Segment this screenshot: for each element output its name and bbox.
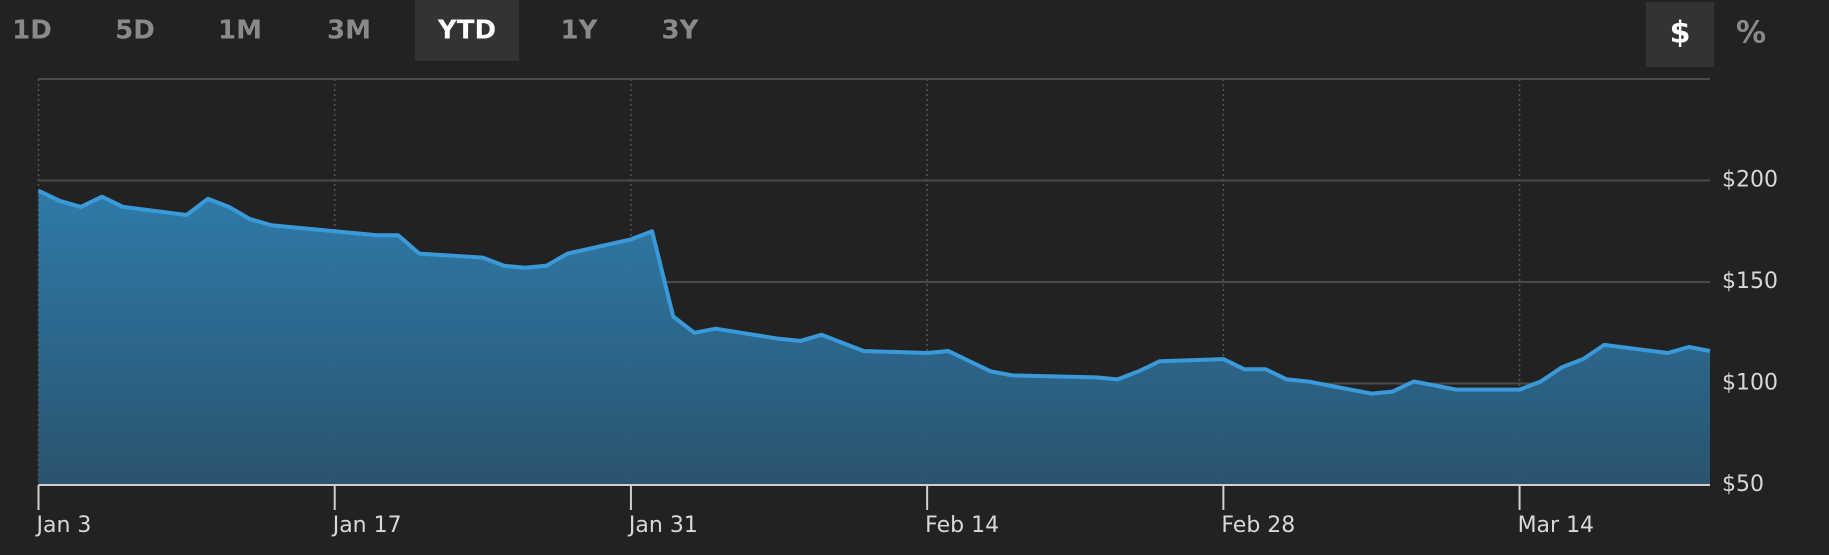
y-tick-label: $100 <box>1722 371 1778 396</box>
mode-button[interactable]: % <box>1736 16 1766 51</box>
x-tick-label: Jan 31 <box>627 513 698 538</box>
range-button[interactable]: 5D <box>115 16 155 46</box>
y-tick-label: $200 <box>1722 168 1778 193</box>
toolbar: 1D 5D 1M 3M YTD 1Y 3Y $% <box>12 0 1766 67</box>
plot: $50 $100 $150 $200 Jan 3 Jan 17 Jan 31 Feb 14 Fe… <box>35 78 1778 538</box>
mode-button-bg <box>1646 2 1714 67</box>
mode-button[interactable]: $ <box>1670 16 1691 51</box>
y-tick-label: $150 <box>1722 269 1778 294</box>
x-tick-label: Feb 14 <box>925 513 999 538</box>
range-button[interactable]: 3Y <box>662 16 700 46</box>
x-tick-label: Jan 3 <box>35 513 92 538</box>
range-button[interactable]: 1M <box>218 16 262 46</box>
price-line <box>37 188 1711 396</box>
x-tick-label: Mar 14 <box>1518 513 1595 538</box>
x-tick-label: Jan 17 <box>331 513 402 538</box>
range-button[interactable]: 3M <box>327 16 371 46</box>
area-fill <box>38 190 1710 485</box>
range-button[interactable]: 1D <box>12 16 52 46</box>
x-tick-label: Feb 28 <box>1221 513 1295 538</box>
range-button-bg <box>415 0 519 61</box>
range-button[interactable]: YTD <box>437 16 496 46</box>
y-tick-label: $50 <box>1722 472 1764 497</box>
range-button[interactable]: 1Y <box>561 16 599 46</box>
